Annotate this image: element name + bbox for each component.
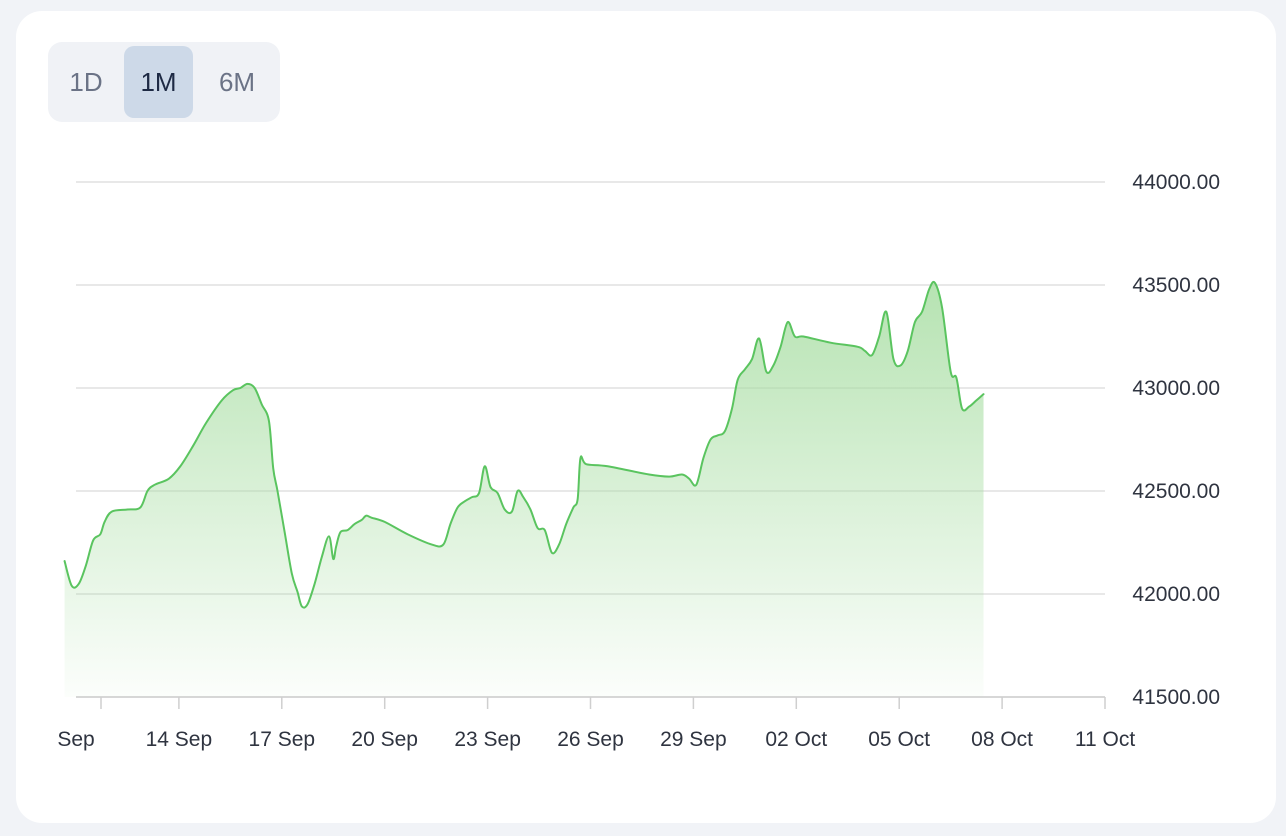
y-tick-label: 41500.00 bbox=[1132, 686, 1220, 709]
x-tick-label: Sep bbox=[57, 728, 94, 751]
x-tick-label: 14 Sep bbox=[146, 728, 213, 751]
x-tick-label: 29 Sep bbox=[660, 728, 727, 751]
y-tick-label: 43000.00 bbox=[1132, 377, 1220, 400]
x-tick-label: 05 Oct bbox=[868, 728, 930, 751]
range-button-6m[interactable]: 6M bbox=[197, 46, 277, 118]
x-tick-label: 17 Sep bbox=[249, 728, 316, 751]
y-tick-label: 42000.00 bbox=[1132, 583, 1220, 606]
series-area-fill bbox=[64, 281, 984, 697]
time-range-selector: 1D 1M 6M bbox=[48, 42, 280, 122]
range-button-1m[interactable]: 1M bbox=[124, 46, 193, 118]
series-line bbox=[63, 280, 985, 609]
x-tick-label: 20 Sep bbox=[351, 728, 418, 751]
x-tick-label: 02 Oct bbox=[765, 728, 827, 751]
y-tick-label: 42500.00 bbox=[1132, 480, 1220, 503]
range-button-1d[interactable]: 1D bbox=[52, 46, 120, 118]
y-tick-label: 43500.00 bbox=[1132, 274, 1220, 297]
y-tick-label: 44000.00 bbox=[1132, 171, 1220, 194]
x-tick-label: 08 Oct bbox=[971, 728, 1033, 751]
x-tick-label: 23 Sep bbox=[454, 728, 521, 751]
x-tick-label: 26 Sep bbox=[557, 728, 624, 751]
x-tick-label: 11 Oct bbox=[1075, 728, 1135, 751]
